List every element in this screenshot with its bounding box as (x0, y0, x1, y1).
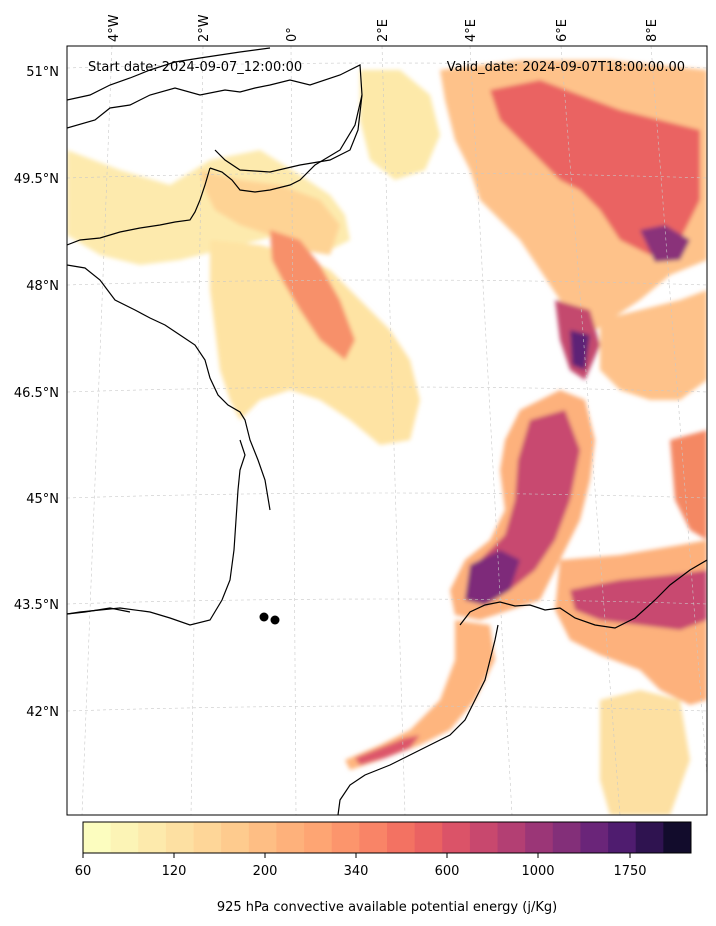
lon-label: 6°E (555, 19, 570, 42)
colorbar-bin (359, 822, 388, 853)
cape-area-normandy (200, 170, 340, 255)
cape-area-south-tail (600, 690, 690, 815)
colorbar-bin (469, 822, 499, 853)
cape-area-spain-coast (345, 620, 495, 770)
valid-date-label: Valid_date: 2024-09-07T18:00:00.00 (447, 60, 685, 75)
colorbar-bin (83, 822, 112, 853)
colorbar-bin (165, 822, 195, 853)
colorbar-tick-label: 600 (435, 864, 460, 879)
cape-area-rhone-peak (465, 550, 520, 605)
station-markers (259, 612, 280, 625)
coast-brittany (67, 167, 211, 246)
colorbar-bin (497, 822, 526, 853)
lat-label: 46.5°N (14, 386, 59, 401)
lon-label: 0° (285, 27, 300, 42)
colorbar-title: 925 hPa convective available potential e… (217, 900, 557, 915)
lon-label: 4°W (107, 14, 122, 42)
cape-area-central (210, 240, 420, 445)
colorbar-bin (248, 822, 277, 853)
colorbar-bin (580, 822, 609, 853)
longitude-labels: 4°W 2°W 0° 2°E 4°E 6°E 8°E (107, 14, 660, 42)
coast-england-south (67, 47, 271, 101)
map-frame (66, 45, 708, 816)
colorbar-tick-label: 1000 (521, 864, 554, 879)
coast-west-spain (67, 607, 131, 615)
start-date-label: Start date: 2024-09-07_12:00:00 (88, 60, 302, 75)
lon-label: 2°W (197, 14, 212, 42)
map-panel: Start date: 2024-09-07_12:00:00 Valid_da… (67, 46, 707, 815)
colorbar-tick-label: 1750 (613, 864, 646, 879)
station-marker (270, 615, 280, 625)
cape-area-northeast-core (490, 80, 700, 255)
colorbar-frame (82, 821, 692, 854)
colorbar-bin (663, 822, 692, 853)
colorbar-bin (442, 822, 471, 853)
colorbar-bins (83, 822, 692, 853)
colorbar: 60 120 200 340 600 1000 1750 925 hPa con… (75, 821, 692, 915)
colorbar-tick-label: 340 (344, 864, 369, 879)
coast-mediterranean-spain (337, 624, 499, 815)
colorbar-bin (552, 822, 581, 853)
lat-label: 42°N (26, 705, 59, 720)
coast-aquitaine (67, 439, 246, 626)
coast-england (67, 64, 363, 173)
lat-label: 43.5°N (14, 598, 59, 613)
lat-label: 49.5°N (14, 172, 59, 187)
colorbar-bin (221, 822, 250, 853)
colorbar-tick-label: 120 (162, 864, 187, 879)
coastlines (67, 47, 707, 815)
cape-area-northeast-peak (640, 225, 690, 262)
lat-label: 45°N (26, 492, 59, 507)
coast-france-north (209, 94, 363, 193)
colorbar-bin (635, 822, 664, 853)
cape-area-north-yellow (360, 70, 440, 180)
coast-west-france (67, 264, 271, 511)
lat-label: 51°N (26, 65, 59, 80)
colorbar-bin (110, 822, 139, 853)
cape-area-brittany (67, 150, 350, 265)
colorbar-bin (193, 822, 222, 853)
colorbar-bin (525, 822, 554, 853)
colorbar-bin (138, 822, 167, 853)
lat-label: 48°N (26, 279, 59, 294)
colorbar-bin (608, 822, 637, 853)
latitude-labels: 51°N 49.5°N 48°N 46.5°N 45°N 43.5°N 42°N (14, 65, 59, 720)
cape-area-alps-east (600, 290, 707, 400)
colorbar-tick-label: 60 (75, 864, 92, 879)
cape-area-spain-core (355, 735, 420, 765)
lon-label: 8°E (645, 19, 660, 42)
colorbar-ticks (82, 853, 631, 858)
coast-gulf-of-lion (459, 559, 707, 629)
station-marker (259, 612, 269, 622)
colorbar-bin (414, 822, 443, 853)
colorbar-bin (387, 822, 416, 853)
lon-label: 4°E (464, 19, 479, 42)
colorbar-bin (331, 822, 360, 853)
lon-label: 2°E (376, 19, 391, 42)
cape-area-central-core (270, 230, 355, 360)
cape-area-east-edge (670, 430, 707, 540)
cape-area-southeast-core (570, 570, 707, 630)
colorbar-bin (304, 822, 333, 853)
cape-field (67, 60, 707, 815)
colorbar-bin (276, 822, 305, 853)
colorbar-tick-label: 200 (253, 864, 278, 879)
graticule (67, 46, 707, 815)
